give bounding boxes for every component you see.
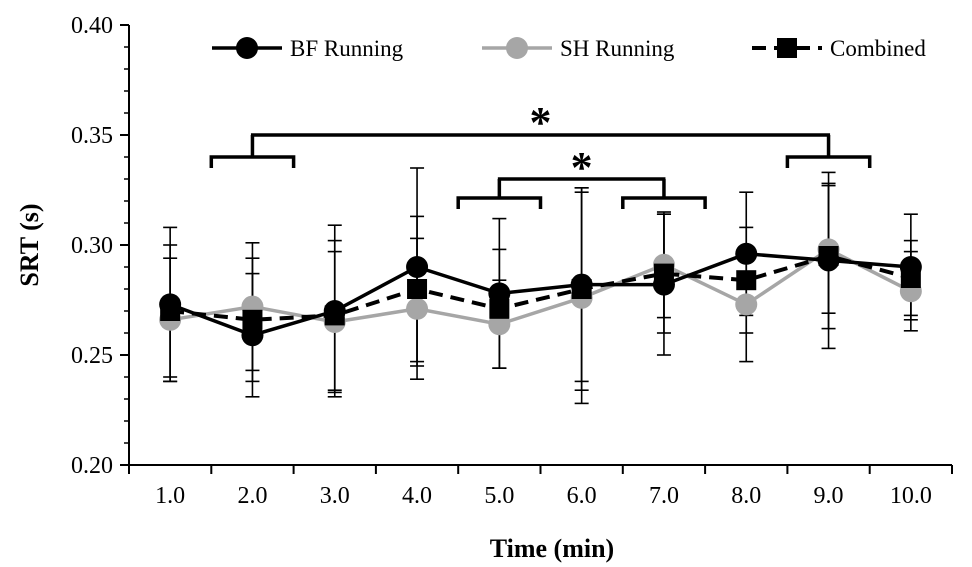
markers-combined (160, 246, 921, 330)
series-lines (169, 247, 912, 338)
series-line-sh-running (169, 247, 912, 327)
legend: BF Running SH Running Combined (212, 36, 926, 61)
group-bracket (621, 196, 707, 209)
series-markers (159, 238, 922, 347)
data-point (489, 298, 510, 319)
data-point (736, 270, 757, 291)
y-tick-label: 0.35 (71, 123, 113, 149)
significance-bracket: * (456, 143, 707, 209)
x-tick-label: 7.0 (649, 483, 679, 509)
legend-label: SH Running (560, 36, 675, 61)
x-axis-title: Time (min) (490, 534, 614, 563)
data-point (818, 246, 839, 266)
significance-star: * (571, 143, 593, 192)
data-point (160, 301, 181, 321)
axes: 0.20 0.25 0.30 0.35 0.40 1.0 2.0 3.0 4.0 5.0 6.0 7.… (71, 13, 953, 509)
legend-marker (506, 37, 528, 59)
data-point (407, 279, 428, 299)
legend-label: Combined (830, 36, 926, 61)
legend-marker (777, 38, 797, 58)
legend-item-combined: Combined (752, 36, 926, 61)
x-tick-label: 3.0 (320, 483, 350, 509)
data-point (571, 279, 592, 299)
x-tick-label: 1.0 (155, 483, 185, 509)
legend-label: BF Running (290, 36, 404, 61)
legend-marker (236, 37, 258, 59)
significance-star: * (530, 98, 552, 147)
legend-item-bf-running: BF Running (212, 36, 404, 61)
data-point (324, 305, 345, 326)
data-point (406, 297, 429, 320)
legend-item-sh-running: SH Running (482, 36, 675, 61)
data-point (653, 263, 674, 284)
significance-bracket: * (209, 98, 872, 168)
x-tick-label: 8.0 (731, 483, 761, 509)
markers-sh-running (159, 238, 922, 336)
group-bracket (209, 155, 296, 168)
x-tick-label: 9.0 (814, 483, 844, 509)
group-bracket (785, 155, 872, 168)
x-tick-label: 6.0 (567, 483, 597, 509)
y-axis-title: SRT (s) (15, 203, 44, 286)
x-tick-label: 4.0 (402, 483, 432, 509)
series-line-combined (169, 253, 912, 322)
data-point (406, 256, 429, 278)
y-tick-label: 0.30 (71, 233, 113, 259)
data-point (900, 268, 921, 288)
data-point (242, 309, 263, 330)
error-bars-sh-running (163, 184, 918, 405)
significance-annotations: ** (209, 98, 872, 209)
y-tick-label: 0.25 (71, 343, 113, 369)
data-point (735, 293, 758, 316)
x-tick-label: 10.0 (890, 483, 932, 509)
error-bars-combined (163, 182, 918, 392)
x-tick-label: 2.0 (237, 483, 267, 509)
data-point (735, 242, 758, 265)
group-bracket (456, 196, 543, 209)
series-line-bf-running (169, 252, 911, 338)
y-tick-label: 0.20 (71, 453, 113, 479)
y-tick-label: 0.40 (71, 13, 113, 39)
x-tick-label: 5.0 (484, 483, 514, 509)
